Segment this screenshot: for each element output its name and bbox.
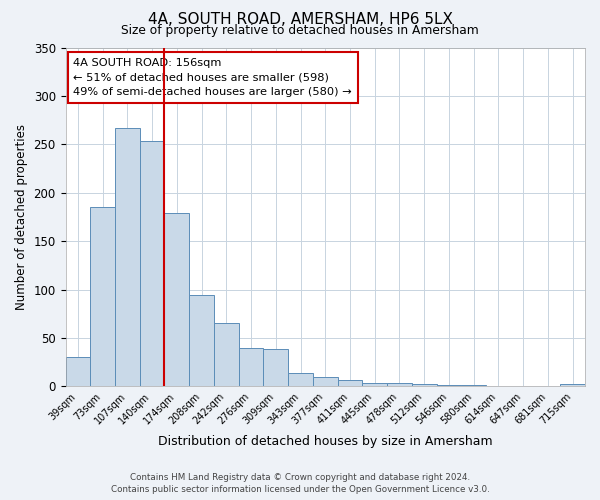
Bar xyxy=(263,348,288,387)
Bar xyxy=(288,373,313,386)
Text: 4A, SOUTH ROAD, AMERSHAM, HP6 5LX: 4A, SOUTH ROAD, AMERSHAM, HP6 5LX xyxy=(148,12,452,28)
Y-axis label: Number of detached properties: Number of detached properties xyxy=(15,124,28,310)
Bar xyxy=(387,384,412,386)
Bar xyxy=(90,208,115,386)
Bar xyxy=(362,382,387,386)
Text: Contains HM Land Registry data © Crown copyright and database right 2024.
Contai: Contains HM Land Registry data © Crown c… xyxy=(110,472,490,494)
Bar xyxy=(115,128,140,386)
Bar xyxy=(313,376,338,386)
Bar xyxy=(412,384,437,386)
Text: Size of property relative to detached houses in Amersham: Size of property relative to detached ho… xyxy=(121,24,479,37)
Bar xyxy=(189,296,214,386)
Bar xyxy=(140,142,164,386)
Bar xyxy=(239,348,263,387)
X-axis label: Distribution of detached houses by size in Amersham: Distribution of detached houses by size … xyxy=(158,434,493,448)
Bar xyxy=(164,213,189,386)
Text: 4A SOUTH ROAD: 156sqm
← 51% of detached houses are smaller (598)
49% of semi-det: 4A SOUTH ROAD: 156sqm ← 51% of detached … xyxy=(73,58,352,98)
Bar xyxy=(214,324,239,386)
Bar xyxy=(338,380,362,386)
Bar xyxy=(65,358,90,386)
Bar xyxy=(560,384,585,386)
